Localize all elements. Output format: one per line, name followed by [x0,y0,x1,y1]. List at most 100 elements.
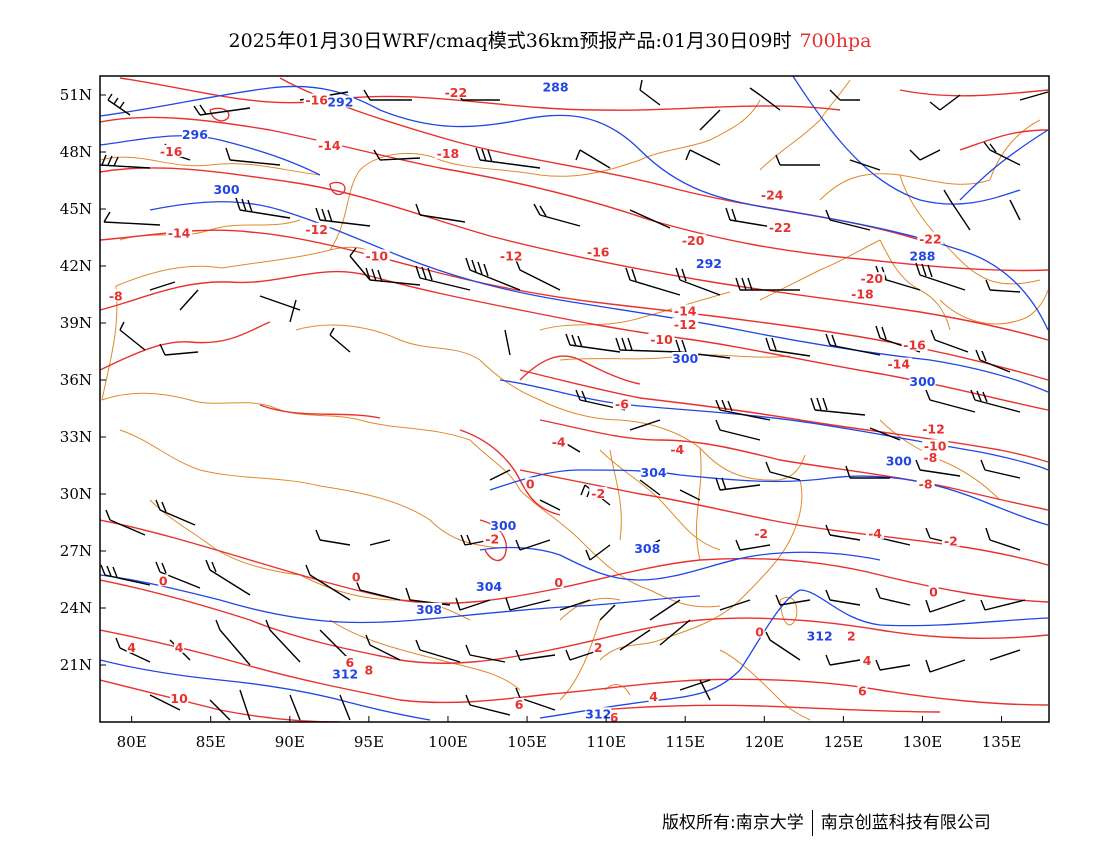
temperature-label: 0 [554,575,563,590]
lat-tick-label: 27N [60,542,92,560]
wind-barbs [100,79,1049,721]
temperature-label: -8 [919,476,933,491]
temperature-label: -8 [923,450,937,465]
temperature-label: -4 [552,435,566,450]
temperature-label-bg [344,656,355,668]
title-text: 2025年01月30日WRF/cmaq模式36km预报产品:01月30日09时 [228,30,792,52]
temperature-label: -4 [670,442,684,457]
height-label-bg [640,466,667,478]
latitude-axis: 51N 48N 45N 42N 39N 36N 33N 30N 27N 24N 21N [60,86,106,674]
temperature-label-bg [434,146,461,159]
temperature-label-bg [174,640,185,653]
height-label: 292 [327,95,353,110]
height-label: 312 [332,666,358,681]
plot-frame [99,75,1050,723]
temperature-label-bg [846,629,857,642]
height-label: 288 [909,248,935,263]
lat-tick-label: 48N [60,143,92,161]
temperature-label-bg [680,234,707,247]
lat-tick-label: 39N [60,314,92,332]
temperature-label: -8 [109,288,123,303]
temperature-label-bg [158,574,169,587]
temperature-label: 4 [127,640,136,655]
temperature-label-bg [514,697,525,710]
height-labels: 292 288 296 300 292 288 300 300 300 304 300 304 308 3… [182,79,936,721]
temperature-label-bg [849,287,876,300]
lon-tick-label: 105E [507,733,547,751]
height-label: 312 [807,628,833,643]
height-label-bg [542,80,569,93]
temperature-label-bg [917,232,944,245]
temperature-label-bg [363,249,390,262]
temperature-label-bg [754,625,765,638]
temperature-label: -14 [887,357,910,372]
lon-tick-label: 90E [275,733,305,751]
temperature-label-bg [752,526,771,539]
temperature-label: -24 [761,188,784,203]
temperature-label-bg [549,435,568,448]
lon-tick-label: 85E [196,733,226,751]
height-label: 300 [672,351,698,366]
height-label: 292 [696,256,722,271]
temperature-label-bg [166,226,193,239]
temperature-label-bg [920,422,947,435]
height-label-bg [695,257,722,269]
temperature-label-bg [767,220,794,233]
temperature-label: 4 [649,689,658,704]
temperature-label: -14 [168,226,191,241]
copyright-footer: 版权所有:南京大学 南京创蓝科技有限公司 [662,808,991,836]
temperature-label-bg [668,443,687,456]
lat-tick-label: 21N [60,656,92,674]
temperature-label: -4 [868,526,882,541]
temperature-label-bg [553,576,564,589]
temperature-label: -10 [650,332,673,347]
height-label-bg [909,374,936,387]
lat-tick-label: 45N [60,200,92,218]
height-label-bg [476,580,503,592]
temperature-label-bg [922,439,949,452]
temperature-label: 6 [346,655,355,670]
temperature-label: -16 [587,245,610,260]
temperature-label: -12 [922,421,945,436]
temperature-label: -12 [500,248,523,263]
temperature-label: 8 [365,663,374,678]
temperature-label-bg [585,245,612,258]
height-label: 288 [542,79,568,94]
lon-tick-label: 130E [903,733,943,751]
temperature-label: 0 [352,570,361,585]
temperature-label-bg [916,477,935,490]
temperature-label: -12 [305,222,328,237]
temperature-label-bg [941,534,960,547]
temperature-label-bg [858,272,885,285]
longitude-axis: 80E 85E 90E 95E 100E 105E 110E 115E 120E 125E 130E… [117,716,1021,751]
temperature-label-bg [885,357,912,370]
temperature-label-bg [170,692,189,705]
temperature-label-bg [303,93,330,106]
height-label: 300 [909,374,935,389]
temperature-label-bg [862,654,873,667]
temperature-label-bg [303,222,330,235]
temperature-label-bg [921,450,940,463]
temperature-label: 6 [858,684,867,699]
lat-tick-label: 51N [60,86,92,104]
height-label: 308 [634,541,660,556]
temperature-label: -22 [445,85,468,100]
temperature-label: 6 [610,710,619,725]
temperature-label-bg [648,333,675,345]
height-label-bg [672,352,699,364]
temperature-label-bg [158,144,185,157]
lon-tick-label: 115E [665,733,705,751]
temperature-label-bg [672,317,699,330]
temperature-label: -2 [485,532,499,547]
temperature-label-bg [442,86,469,98]
height-label: 308 [416,602,442,617]
temperature-label: -20 [682,233,705,248]
temperature-label: 10 [170,691,188,706]
height-label-bg [806,629,833,642]
temperature-label-bg [525,477,536,490]
temperature-label-bg [928,585,939,598]
temperature-label-bg [672,304,699,317]
temperature-label: -16 [903,338,926,353]
temperature-label-bg [857,684,868,697]
height-label: 304 [476,579,502,594]
